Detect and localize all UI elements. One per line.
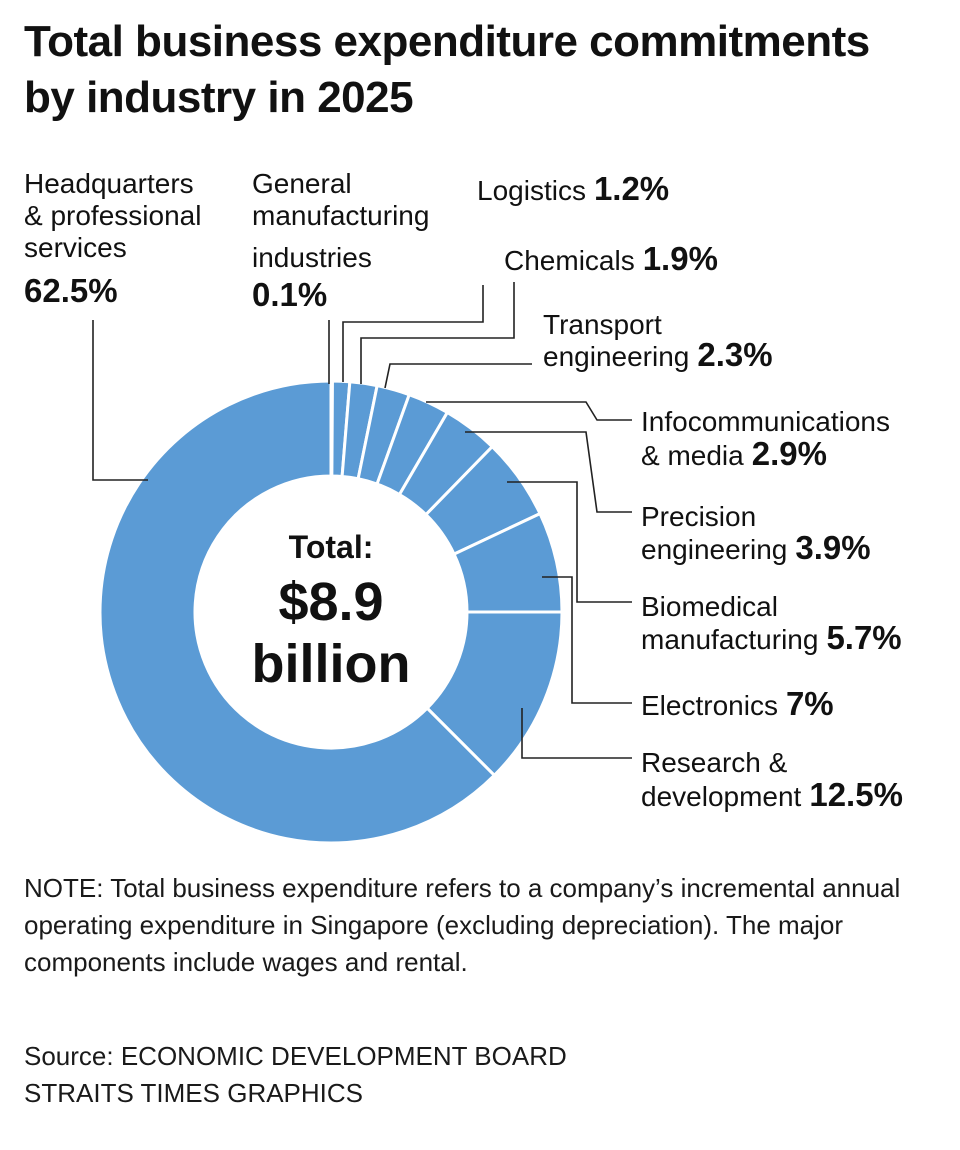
slice-label-electronics-line-1: Electronics 7% [641, 685, 834, 722]
slice-label-headquarters-professional-services-line-1: Headquarters [24, 168, 194, 199]
slice-label-precision-engineering-line-1: Precision [641, 501, 756, 532]
slice-label-research-development-line-1: Research & [641, 747, 788, 778]
slice-label-headquarters-professional-services-line-2: & professional [24, 200, 201, 231]
slice-value-research-development: 12.5% [809, 776, 903, 813]
slice-label-general-manufacturing-industries-line-2: manufacturing [252, 200, 429, 231]
center-total-unit: billion [252, 634, 411, 694]
slice-label-biomedical-manufacturing-line-1: Biomedical [641, 591, 778, 622]
slice-label-infocommunications-media-line-2: & media 2.9% [641, 435, 827, 472]
slice-value-headquarters-professional-services: 62.5% [24, 272, 118, 309]
source-line-2: STRAITS TIMES GRAPHICS [24, 1078, 364, 1108]
slice-label-transport-engineering-line-1: Transport [543, 309, 662, 340]
leader-line-transport-engineering [384, 363, 532, 389]
slice-value-general-manufacturing-industries: 0.1% [252, 276, 327, 313]
slice-label-logistics-line-1: Logistics 1.2% [477, 170, 669, 207]
slice-value-chemicals: 1.9% [643, 240, 718, 277]
slice-label-chemicals-line-1: Chemicals 1.9% [504, 240, 718, 277]
slice-label-research-development-line-2: development 12.5% [641, 776, 903, 813]
slice-value-biomedical-manufacturing: 5.7% [826, 619, 901, 656]
leader-line-headquarters-professional-services [92, 320, 148, 481]
leader-line-infocommunications-media [426, 401, 632, 421]
leader-line-chemicals [360, 282, 515, 384]
leader-line-research-development [521, 708, 632, 759]
slice-value-electronics: 7% [786, 685, 834, 722]
leader-line-precision-engineering [465, 431, 632, 513]
leader-line-logistics [342, 285, 484, 382]
slice-label-biomedical-manufacturing-line-2: manufacturing 5.7% [641, 619, 902, 656]
slice-label-headquarters-professional-services-line-3: services [24, 232, 127, 263]
slice-value-transport-engineering: 2.3% [697, 336, 772, 373]
slice-value-infocommunications-media: 2.9% [752, 435, 827, 472]
source-line-1: Source: ECONOMIC DEVELOPMENT BOARD [24, 1041, 567, 1071]
slice-headquarters-professional-services [98, 379, 497, 845]
slice-label-general-manufacturing-industries-line-3: industries [252, 242, 372, 273]
chart-title-line-2: by industry in 2025 [24, 73, 414, 122]
center-total-value: $8.9 [278, 572, 383, 632]
center-total-label: Total: [289, 529, 374, 565]
slice-value-precision-engineering: 3.9% [795, 529, 870, 566]
slice-label-general-manufacturing-industries-line-1: General [252, 168, 352, 199]
chart-note: NOTE: Total business expenditure refers … [24, 873, 901, 977]
chart-source: Source: ECONOMIC DEVELOPMENT BOARD STRAI… [24, 1038, 944, 1112]
leader-line-electronics [542, 576, 632, 704]
leader-line-biomedical-manufacturing [507, 481, 632, 603]
slice-value-logistics: 1.2% [594, 170, 669, 207]
slice-label-precision-engineering-line-2: engineering 3.9% [641, 529, 871, 566]
slice-label-infocommunications-media-line-1: Infocommunications [641, 406, 890, 437]
chart-title: Total business expenditure commitments b… [24, 14, 944, 126]
slice-label-transport-engineering-line-2: engineering 2.3% [543, 336, 773, 373]
chart-title-line-1: Total business expenditure commitments [24, 17, 870, 66]
